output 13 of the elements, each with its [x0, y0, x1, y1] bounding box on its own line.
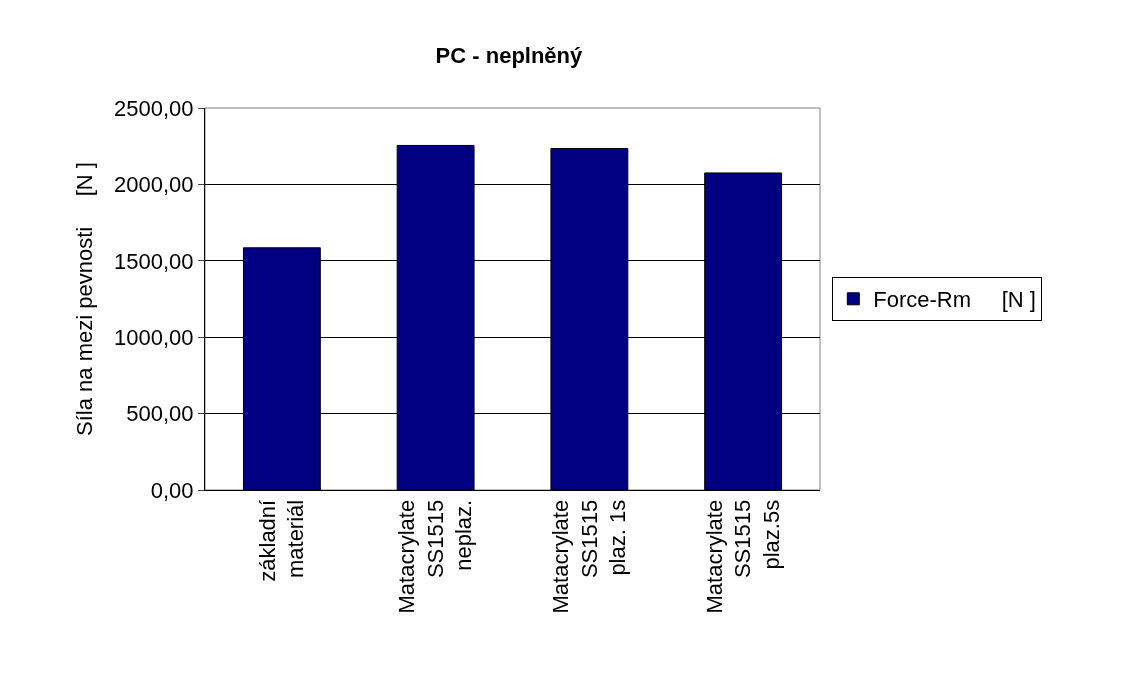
x-tick-label: Matacrylate SS1515 neplaz.: [394, 499, 477, 614]
legend-label: Force-Rm [N ]: [873, 287, 1036, 313]
x-tick-label: Matacrylate SS1515 plaz. 1s: [547, 499, 631, 614]
x-tick-label: základní materiál: [254, 499, 309, 582]
y-tick-label: 2000,00: [114, 172, 194, 198]
chart-title: PC - neplněný: [435, 43, 584, 69]
y-tick-label: 500,00: [126, 401, 194, 427]
y-axis-title: Síla na mezi pevnosti [N ]: [71, 162, 97, 436]
x-tick-label: Matacrylate SS1515 plaz.5s: [701, 499, 784, 614]
y-tick-label: 0,00: [150, 477, 194, 503]
y-tick-label: 1500,00: [114, 248, 194, 274]
y-tick-label: 2500,00: [114, 95, 194, 121]
y-tick-label: 1000,00: [114, 324, 194, 350]
